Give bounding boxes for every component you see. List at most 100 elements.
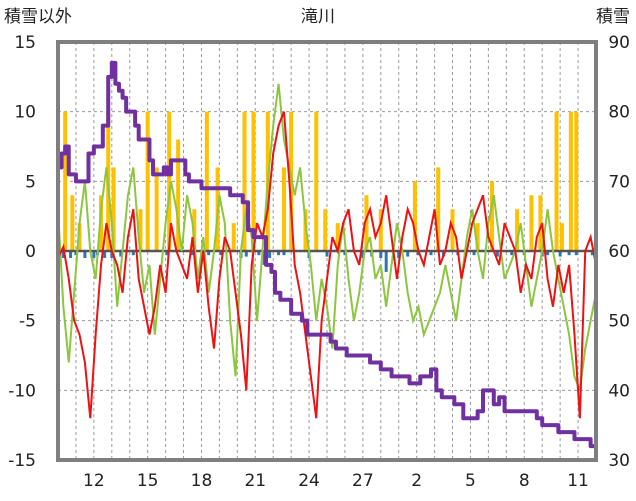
- snowfall-bar: [167, 111, 172, 252]
- snowfall-bar: [378, 209, 383, 251]
- precip-bar: [131, 251, 135, 256]
- precip-bar: [343, 251, 347, 256]
- precip-bar: [119, 251, 123, 257]
- snowfall-bar: [489, 181, 494, 251]
- snowfall-bar: [335, 223, 340, 251]
- snowfall-bar: [515, 209, 520, 251]
- left-tick-label: 0: [25, 242, 36, 262]
- snowfall-bars: [63, 111, 579, 252]
- max-temp-line: [57, 111, 597, 419]
- snowfall-bar: [176, 139, 181, 251]
- snowfall-bar: [192, 209, 197, 251]
- precip-bar: [207, 251, 211, 256]
- snowfall-bar: [568, 111, 573, 252]
- precip-bar: [110, 251, 114, 258]
- left-tick-label: 10: [14, 103, 36, 123]
- right-axis-title: 積雪: [596, 7, 630, 27]
- precip-bar: [510, 251, 514, 256]
- right-tick-label: 30: [608, 451, 630, 471]
- snowfall-bar: [145, 111, 150, 252]
- snowfall-bar: [538, 195, 543, 251]
- snowfall-bar: [99, 195, 104, 251]
- min-temp-line: [57, 83, 597, 391]
- precip-bar: [277, 251, 281, 256]
- right-tick-label: 50: [608, 312, 630, 332]
- right-tick-label: 40: [608, 381, 630, 401]
- precip-bar: [472, 251, 476, 256]
- snowfall-bar: [204, 111, 209, 252]
- x-tick-label: 18: [191, 471, 213, 491]
- x-tick-label: 15: [137, 471, 159, 491]
- precip-bar: [379, 251, 383, 258]
- left-tick-label: 5: [25, 172, 36, 192]
- precip-bar: [268, 251, 272, 258]
- right-tick-label: 90: [608, 33, 630, 53]
- x-tick-label: 24: [298, 471, 320, 491]
- precip-bar: [244, 251, 248, 257]
- snowfall-bar: [529, 195, 534, 251]
- precip-bar: [406, 251, 410, 257]
- x-tick-label: 27: [352, 471, 374, 491]
- x-tick-label: 8: [519, 471, 530, 491]
- right-tick-label: 60: [608, 242, 630, 262]
- precip-bar: [574, 251, 578, 256]
- snowfall-bar: [323, 209, 328, 251]
- precip-bar: [257, 251, 261, 256]
- x-tick-label: 2: [411, 471, 422, 491]
- right-tick-label: 80: [608, 103, 630, 123]
- snowfall-bar: [242, 111, 247, 252]
- chart-title: 滝川: [301, 7, 335, 27]
- precip-bar: [103, 251, 107, 258]
- precip-bar: [61, 251, 65, 258]
- snowfall-bar: [154, 167, 159, 251]
- precip-bar: [69, 251, 73, 258]
- precip-bar: [590, 251, 594, 256]
- snowfall-bar: [314, 111, 319, 252]
- left-tick-label: -5: [19, 312, 36, 332]
- snowfall-bar: [231, 223, 236, 251]
- precip-bar: [397, 251, 401, 258]
- precip-bar: [282, 251, 286, 256]
- left-axis-title: 積雪以外: [4, 7, 72, 27]
- snowfall-bar: [559, 223, 564, 251]
- snowfall-bar: [251, 111, 256, 252]
- x-axis-ticks: 12 15 18 21 24 27 2 5 8 11: [83, 471, 589, 491]
- precip-bar: [558, 251, 562, 257]
- precip-bar: [567, 251, 571, 256]
- snowfall-bar: [436, 167, 441, 251]
- snowfall-bar: [138, 209, 143, 251]
- snowfall-bar: [554, 111, 559, 252]
- snowfall-bar: [475, 223, 480, 251]
- precip-bar: [429, 251, 433, 256]
- precip-bar: [219, 251, 223, 256]
- precip-bar: [384, 251, 388, 272]
- precip-bar: [361, 251, 365, 258]
- snowfall-bar: [111, 167, 116, 251]
- snowfall-bar: [63, 111, 68, 252]
- precip-bar: [325, 251, 329, 257]
- precip-bar: [165, 251, 169, 256]
- snow-depth-line: [58, 60, 596, 449]
- x-tick-label: 11: [567, 471, 589, 491]
- left-axis-ticks: -15 -10 -5 0 5 10 15: [8, 33, 36, 471]
- right-tick-label: 70: [608, 172, 630, 192]
- x-tick-label: 21: [244, 471, 266, 491]
- x-tick-label: 12: [83, 471, 105, 491]
- left-tick-label: 15: [14, 33, 36, 53]
- precip-bar: [191, 251, 194, 256]
- left-tick-label: -10: [8, 381, 36, 401]
- snowfall-bar: [412, 181, 417, 251]
- precip-bar: [74, 251, 78, 256]
- snowfall-bar: [70, 195, 75, 251]
- snowfall-bar: [77, 223, 82, 251]
- precip-bar: [83, 251, 87, 258]
- snowfall-bar: [574, 111, 579, 252]
- precip-bar: [546, 251, 550, 256]
- snowfall-bar: [364, 195, 369, 251]
- precip-bar: [92, 251, 96, 258]
- right-axis-ticks: 30 40 50 60 70 80 90: [608, 33, 630, 471]
- snowfall-bar: [281, 167, 286, 251]
- plot-frame: [56, 40, 598, 462]
- x-tick-label: 5: [465, 471, 476, 491]
